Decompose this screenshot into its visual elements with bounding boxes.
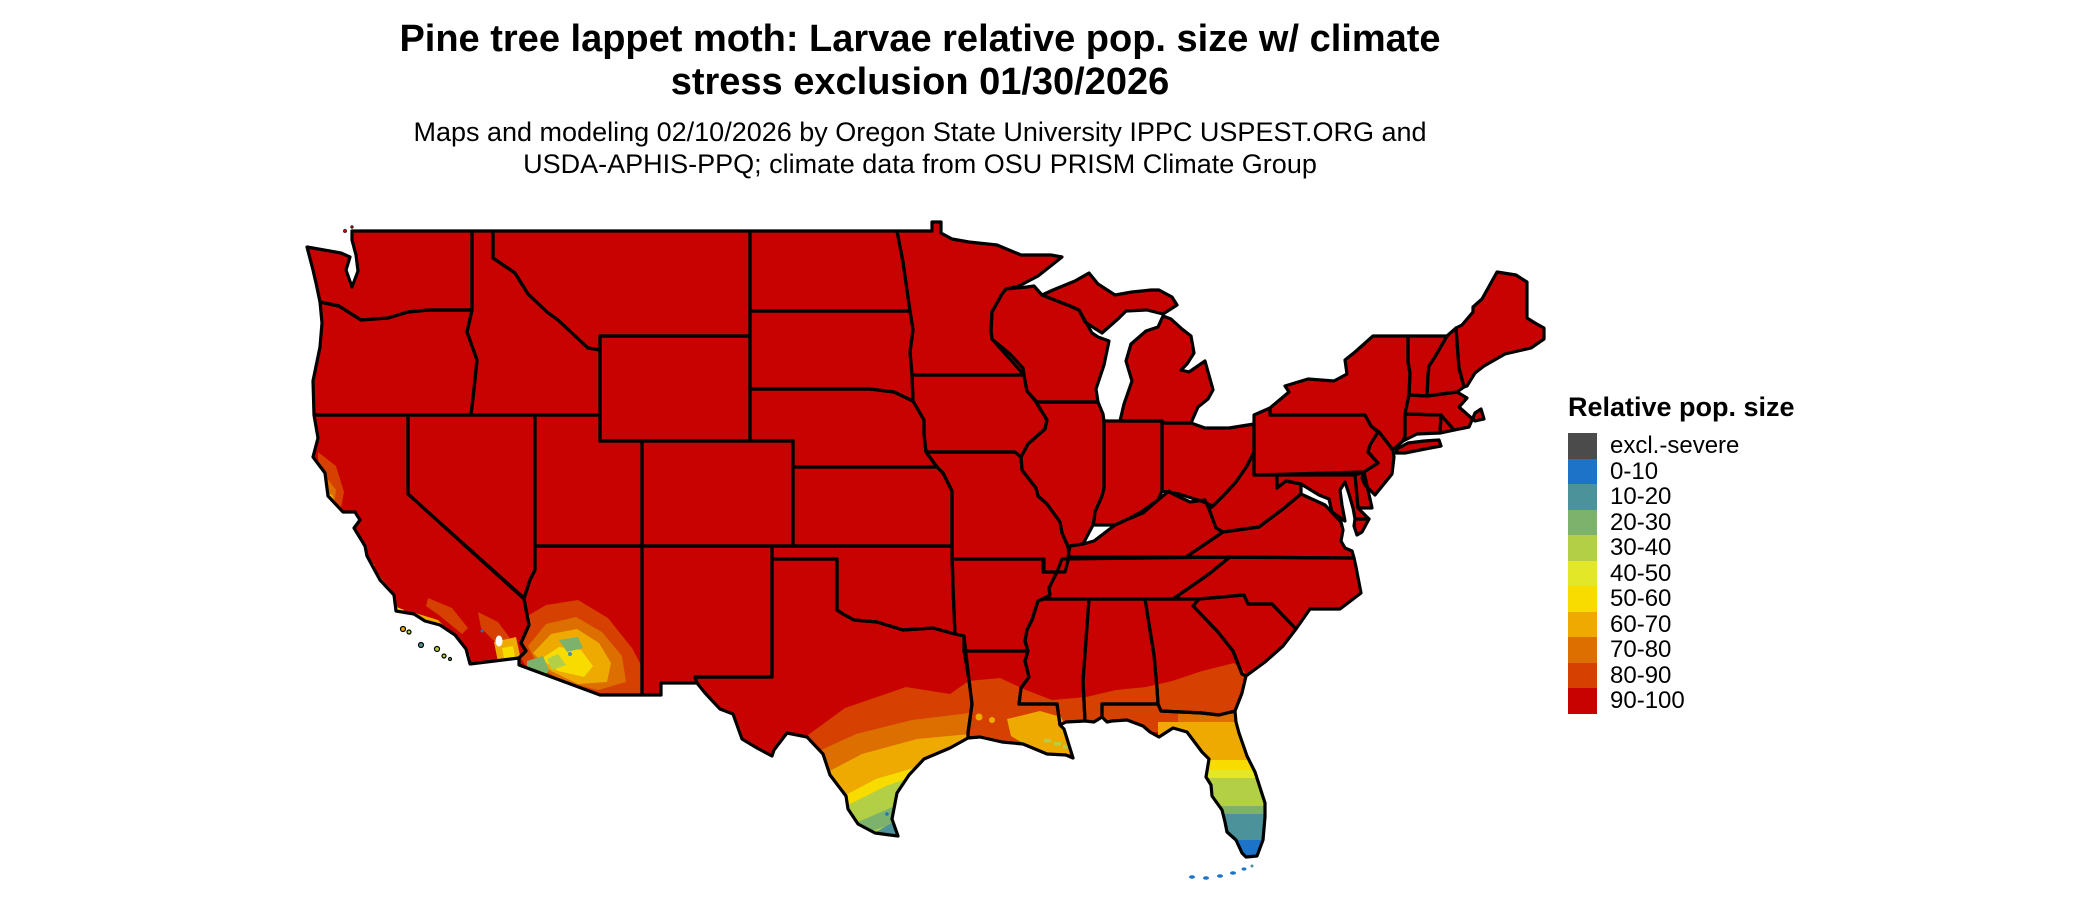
legend: Relative pop. size excl.-severe 0-10 10-… [1568,392,1828,714]
legend-label: 20-30 [1610,508,1672,536]
legend-label: 90-100 [1610,687,1685,714]
page-title: Pine tree lappet moth: Larvae relative p… [0,18,1840,104]
florida-keys [1189,864,1254,880]
salton-sea [495,635,503,647]
legend-items: excl.-severe 0-10 10-20 20-30 30-40 40-5… [1568,433,1828,714]
legend-item-20-30: 20-30 [1568,508,1828,536]
legend-label: 50-60 [1610,585,1672,612]
legend-label: 80-90 [1610,661,1672,689]
state-maine [1456,272,1544,387]
legend-item-50-60: 50-60 [1568,586,1828,612]
legend-label: 60-70 [1610,610,1672,638]
state-pennsylvania [1254,408,1378,475]
state-kansas [793,467,952,546]
page-title-line2: stress exclusion 01/30/2026 [670,61,1170,103]
legend-item-0-10: 0-10 [1568,457,1828,485]
channel-islands [399,625,453,662]
page-title-line1: Pine tree lappet moth: Larvae relative p… [399,18,1441,60]
legend-swatch-80-90 [1568,662,1597,688]
legend-item-90-100: 90-100 [1568,688,1828,714]
legend-swatch-70-80 [1568,637,1597,663]
legend-swatch-90-100 [1568,688,1597,714]
legend-label: 70-80 [1610,636,1672,663]
overlay-florida [1102,704,1265,857]
legend-label: 40-50 [1610,559,1672,587]
legend-swatch-50-60 [1568,586,1597,612]
legend-swatch-30-40 [1568,535,1597,561]
page-subtitle-line2: USDA-APHIS-PPQ; climate data from OSU PR… [523,149,1317,179]
legend-label: 0-10 [1610,457,1659,485]
page-subtitle-line1: Maps and modeling 02/10/2026 by Oregon S… [413,117,1427,147]
legend-swatch-10-20 [1568,484,1597,510]
legend-swatch-20-30 [1568,509,1597,535]
legend-item-excl-severe: excl.-severe [1568,433,1828,459]
legend-item-70-80: 70-80 [1568,637,1828,663]
legend-label: 30-40 [1610,534,1672,561]
legend-swatch-60-70 [1568,611,1597,637]
state-oregon [313,302,477,415]
legend-item-80-90: 80-90 [1568,661,1828,689]
state-colorado [642,441,793,546]
legend-swatch-40-50 [1568,560,1597,586]
legend-title: Relative pop. size [1568,392,1795,422]
overlay-arizona [519,600,642,695]
legend-item-10-20: 10-20 [1568,484,1828,510]
legend-label: excl.-severe [1610,432,1740,459]
state-new-mexico [642,546,772,695]
state-wyoming [600,336,750,441]
legend-label: 10-20 [1610,483,1672,510]
states-fill-layer [307,222,1544,857]
legend-swatch-0-10 [1568,458,1597,484]
state-north-dakota [750,231,910,311]
legend-swatch-excl-severe [1568,433,1597,459]
legend-item-60-70: 60-70 [1568,610,1828,638]
legend-item-40-50: 40-50 [1568,559,1828,587]
page-subtitle: Maps and modeling 02/10/2026 by Oregon S… [0,116,1840,180]
legend-item-30-40: 30-40 [1568,535,1828,561]
san-juan-islands [343,225,354,233]
